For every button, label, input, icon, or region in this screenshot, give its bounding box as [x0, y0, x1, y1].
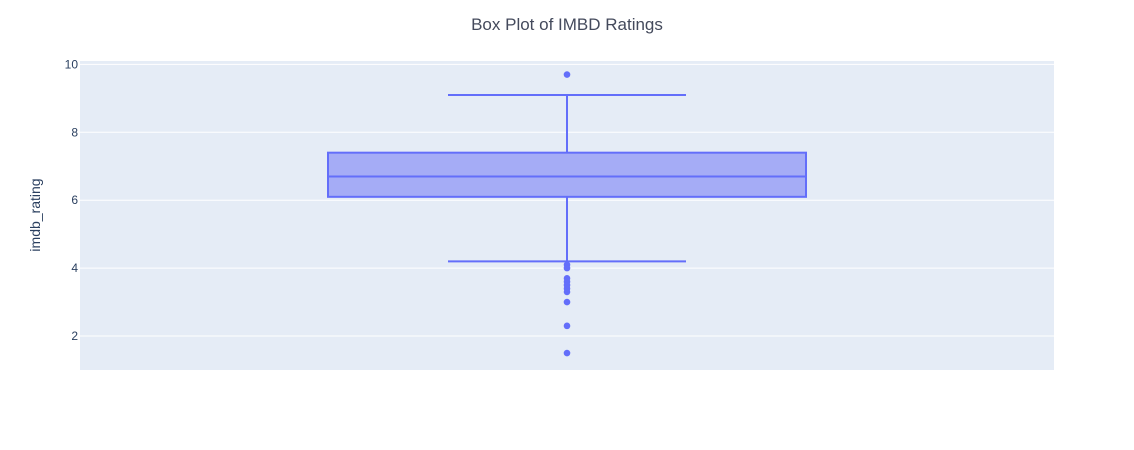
outlier-points [563, 71, 571, 357]
y-tick-label-6: 6 [71, 193, 78, 207]
outlier-point-9 [563, 322, 571, 330]
outlier-point-2 [563, 264, 571, 272]
box-trace [327, 93, 807, 263]
y-tick-label-4: 4 [71, 261, 78, 275]
y-tick-label-10: 10 [65, 57, 79, 71]
outlier-point-8 [563, 298, 571, 306]
chart-title: Box Plot of IMBD Ratings [471, 15, 663, 34]
outlier-point-7 [563, 288, 571, 296]
iqr-box [327, 151, 807, 198]
y-tick-label-8: 8 [71, 125, 78, 139]
outlier-point-0 [563, 71, 571, 78]
y-tick-label-2: 2 [71, 329, 78, 343]
outlier-point-10 [563, 349, 571, 357]
y-axis-title: imdb_rating [27, 178, 43, 251]
y-tick-labels: 2 4 6 8 10 [65, 57, 79, 343]
